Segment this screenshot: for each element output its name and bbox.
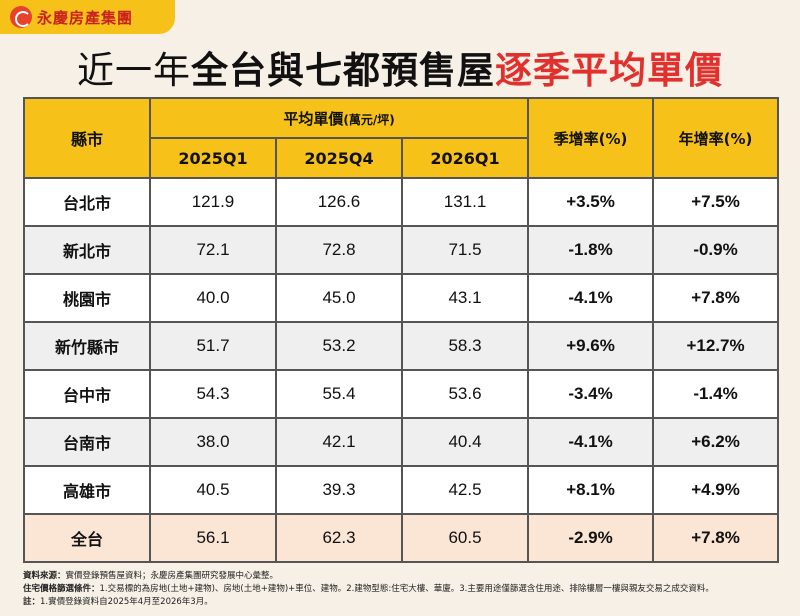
- header-avg-price: 平均單價(萬元/坪): [148, 97, 530, 139]
- cell-2026q1: 40.4: [400, 417, 530, 467]
- cell-yoy: -1.4%: [652, 369, 780, 419]
- cell-yoy: +7.5%: [652, 177, 780, 227]
- cell-qoq: -2.9%: [527, 513, 655, 563]
- cell-qoq: -4.1%: [527, 417, 655, 467]
- cell-county: 台南市: [23, 417, 151, 467]
- cell-2025q4: 72.8: [275, 225, 403, 275]
- cell-2025q4: 62.3: [275, 513, 403, 563]
- table-row: 桃園市 40.0 45.0 43.1 -4.1% +7.8%: [23, 273, 780, 323]
- page-title: 近一年全台與七都預售屋逐季平均單價: [0, 40, 800, 94]
- cell-2025q1: 40.5: [149, 465, 277, 515]
- header-avg-price-unit: (萬元/坪): [343, 112, 395, 127]
- cell-county: 全台: [23, 513, 151, 563]
- cell-2025q4: 55.4: [275, 369, 403, 419]
- header-yoy: 年增率(%): [652, 97, 780, 179]
- cell-2025q4: 45.0: [275, 273, 403, 323]
- note-remark-label: 註：: [23, 597, 41, 607]
- cell-2025q4: 42.1: [275, 417, 403, 467]
- footnotes: 資料來源：實價登錄預售屋資料；永慶房產集團研究發展中心彙整。 住宅價格篩選條件：…: [23, 570, 783, 609]
- cell-2025q1: 40.0: [149, 273, 277, 323]
- cell-county: 高雄市: [23, 465, 151, 515]
- cell-qoq: -3.4%: [527, 369, 655, 419]
- cell-2025q1: 54.3: [149, 369, 277, 419]
- title-part3: 逐季平均單價: [495, 49, 723, 92]
- cell-2025q1: 72.1: [149, 225, 277, 275]
- cell-2025q4: 39.3: [275, 465, 403, 515]
- brand-name: 永慶房產集團: [37, 8, 134, 27]
- note-filter: 住宅價格篩選條件：1.交易標的為房地(土地+建物)、房地(土地+建物)+車位、建…: [23, 583, 783, 596]
- cell-2026q1: 43.1: [400, 273, 530, 323]
- header-qoq: 季增率(%): [527, 97, 655, 179]
- note-source-text: 實價登錄預售屋資料；永慶房產集團研究發展中心彙整。: [65, 571, 279, 581]
- cell-2025q1: 51.7: [149, 321, 277, 371]
- cell-county: 桃園市: [23, 273, 151, 323]
- cell-2025q4: 126.6: [275, 177, 403, 227]
- table-row: 高雄市 40.5 39.3 42.5 +8.1% +4.9%: [23, 465, 780, 515]
- note-remark-text: 1.實價登錄資料自2025年4月至2026年3月。: [40, 597, 213, 607]
- cell-2026q1: 60.5: [400, 513, 530, 563]
- note-source-label: 資料來源：: [23, 571, 66, 581]
- cell-2025q1: 56.1: [149, 513, 277, 563]
- cell-qoq: +3.5%: [527, 177, 655, 227]
- header-2025q4: 2025Q4: [275, 137, 403, 179]
- table-row: 新竹縣市 51.7 53.2 58.3 +9.6% +12.7%: [23, 321, 780, 371]
- brand-badge: 永慶房產集團: [0, 0, 175, 34]
- table-row: 台中市 54.3 55.4 53.6 -3.4% -1.4%: [23, 369, 780, 419]
- table-row: 台南市 38.0 42.1 40.4 -4.1% +6.2%: [23, 417, 780, 467]
- note-source: 資料來源：實價登錄預售屋資料；永慶房產集團研究發展中心彙整。: [23, 570, 783, 583]
- cell-qoq: -1.8%: [527, 225, 655, 275]
- table-row: 台北市 121.9 126.6 131.1 +3.5% +7.5%: [23, 177, 780, 227]
- title-part2: 全台與七都預售屋: [191, 49, 495, 92]
- cell-yoy: +7.8%: [652, 273, 780, 323]
- cell-qoq: -4.1%: [527, 273, 655, 323]
- note-filter-label: 住宅價格篩選條件：: [23, 584, 100, 594]
- cell-qoq: +9.6%: [527, 321, 655, 371]
- cell-yoy: +4.9%: [652, 465, 780, 515]
- cell-2025q1: 38.0: [149, 417, 277, 467]
- price-table-container: 縣市 平均單價(萬元/坪) 季增率(%) 年增率(%) 2025Q1 2025Q…: [23, 97, 780, 563]
- note-remark: 註：1.實價登錄資料自2025年4月至2026年3月。: [23, 596, 783, 609]
- cell-2026q1: 42.5: [400, 465, 530, 515]
- cell-county: 新北市: [23, 225, 151, 275]
- header-county: 縣市: [23, 97, 151, 179]
- cell-county: 台中市: [23, 369, 151, 419]
- price-table: 縣市 平均單價(萬元/坪) 季增率(%) 年增率(%) 2025Q1 2025Q…: [23, 97, 780, 563]
- cell-2026q1: 71.5: [400, 225, 530, 275]
- cell-county: 新竹縣市: [23, 321, 151, 371]
- table-row: 新北市 72.1 72.8 71.5 -1.8% -0.9%: [23, 225, 780, 275]
- brand-logo-icon: [10, 6, 32, 28]
- cell-2025q1: 121.9: [149, 177, 277, 227]
- cell-2026q1: 58.3: [400, 321, 530, 371]
- note-filter-text: 1.交易標的為房地(土地+建物)、房地(土地+建物)+車位、建物。2.建物型態:…: [99, 584, 714, 594]
- cell-county: 台北市: [23, 177, 151, 227]
- header-avg-price-label: 平均單價: [283, 109, 344, 128]
- header-2025q1: 2025Q1: [149, 137, 277, 179]
- cell-2026q1: 53.6: [400, 369, 530, 419]
- header-2026q1: 2026Q1: [400, 137, 530, 179]
- cell-yoy: +6.2%: [652, 417, 780, 467]
- title-part1: 近一年: [77, 49, 191, 92]
- cell-yoy: +12.7%: [652, 321, 780, 371]
- table-row-total: 全台 56.1 62.3 60.5 -2.9% +7.8%: [23, 513, 780, 563]
- cell-2026q1: 131.1: [400, 177, 530, 227]
- cell-2025q4: 53.2: [275, 321, 403, 371]
- cell-yoy: -0.9%: [652, 225, 780, 275]
- cell-yoy: +7.8%: [652, 513, 780, 563]
- cell-qoq: +8.1%: [527, 465, 655, 515]
